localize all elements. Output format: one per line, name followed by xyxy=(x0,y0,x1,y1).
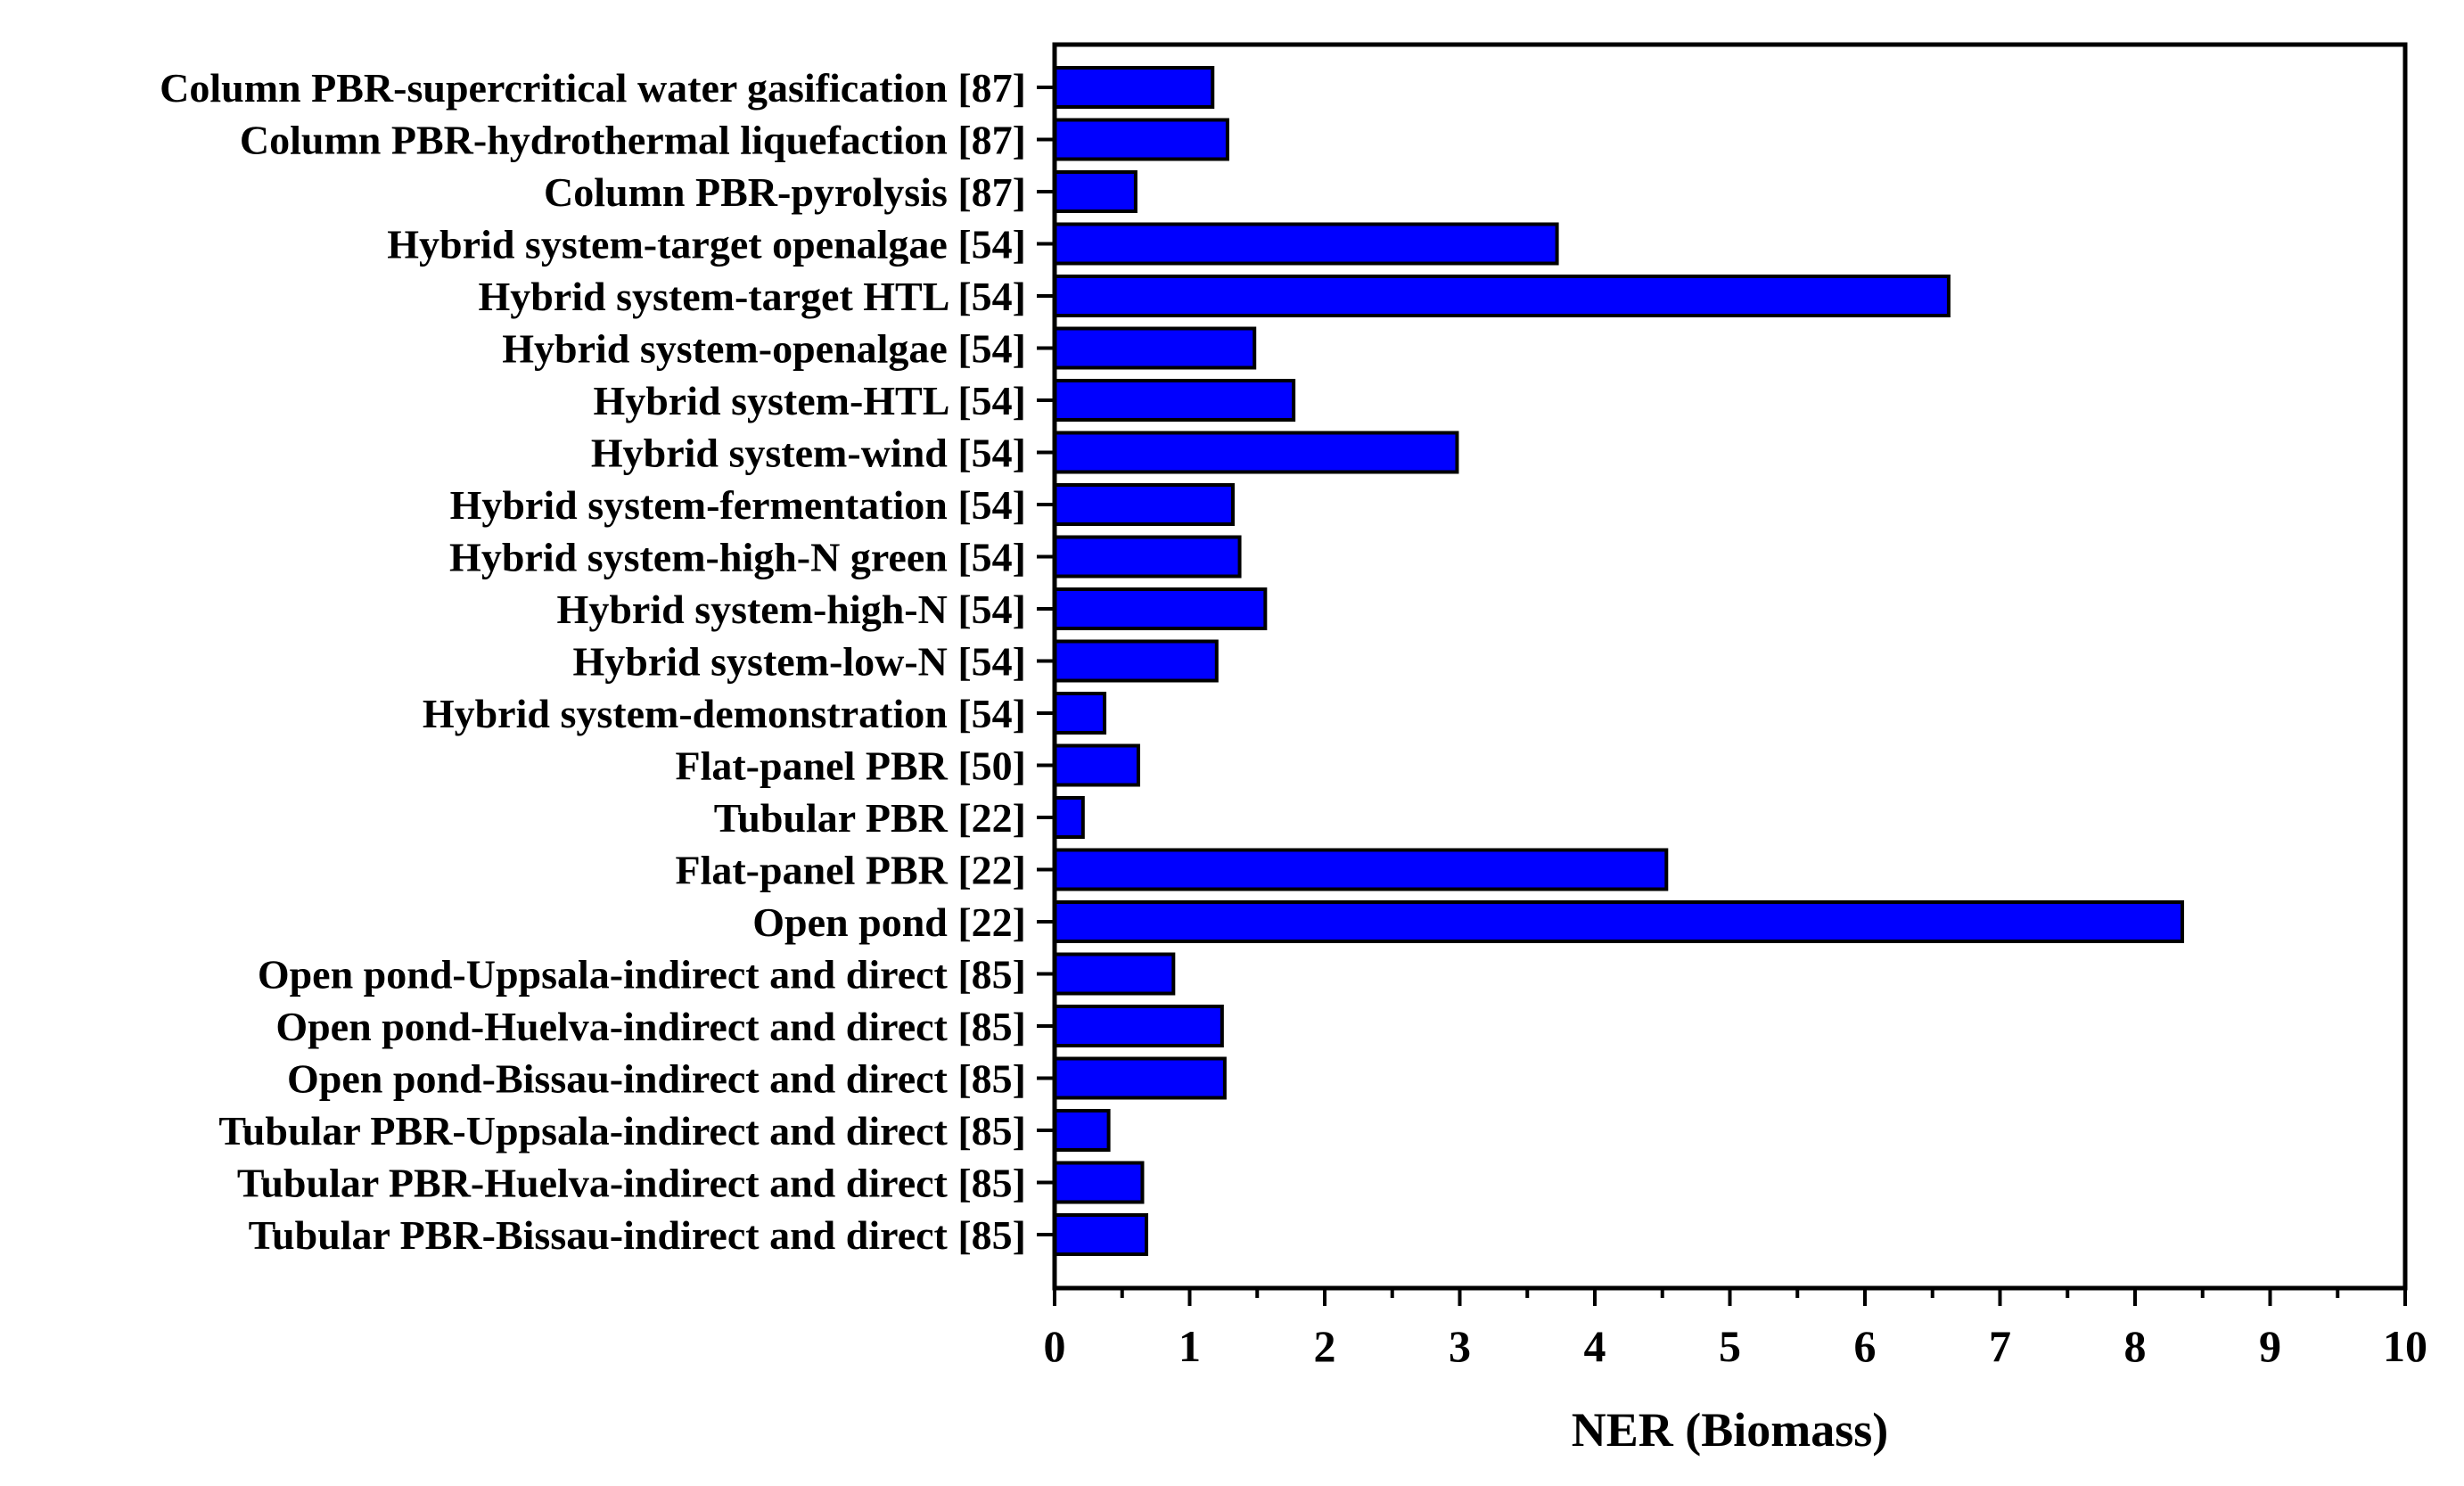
category-label: Hybrid system-wind [54] xyxy=(591,431,1026,476)
bar xyxy=(1053,326,1257,370)
category-label-group: Column PBR-supercritical water gasificat… xyxy=(160,65,1026,1258)
category-label: Hybrid system-low-N [54] xyxy=(573,639,1027,685)
bar xyxy=(1053,483,1235,526)
x-tick-label: 10 xyxy=(2383,1321,2427,1371)
category-label: Column PBR-hydrothermal liquefaction [87… xyxy=(240,118,1026,163)
bar xyxy=(1053,639,1219,683)
x-tick-label-group: 0 1 2 3 4 5 6 7 8 9 10 xyxy=(1044,1321,2428,1371)
category-label: Tubular PBR-Huelva-indirect and direct [… xyxy=(237,1161,1026,1206)
x-tick-group xyxy=(1053,1288,2407,1306)
bar xyxy=(1053,1161,1145,1204)
x-tick-label: 0 xyxy=(1044,1321,1066,1371)
category-label: Tubular PBR [22] xyxy=(714,795,1026,841)
x-tick-label: 1 xyxy=(1179,1321,1201,1371)
x-tick-label: 2 xyxy=(1314,1321,1336,1371)
category-label: Hybrid system-target HTL [54] xyxy=(478,274,1026,319)
x-tick-label: 7 xyxy=(1989,1321,2011,1371)
bar xyxy=(1053,692,1107,735)
bar xyxy=(1053,1056,1227,1100)
x-axis-title: NER (Biomass) xyxy=(1572,1403,1889,1457)
x-tick-label: 4 xyxy=(1584,1321,1606,1371)
category-label: Hybrid system-HTL [54] xyxy=(593,378,1026,423)
category-label: Hybrid system-high-N green [54] xyxy=(449,535,1026,580)
category-label: Flat-panel PBR [50] xyxy=(675,743,1026,789)
bar-group xyxy=(1053,66,2185,1256)
category-label: Open pond [22] xyxy=(752,899,1026,945)
x-tick-label: 9 xyxy=(2259,1321,2281,1371)
bar xyxy=(1053,222,1559,266)
category-label: Column PBR-pyrolysis [87] xyxy=(544,169,1026,215)
category-label: Flat-panel PBR [22] xyxy=(675,848,1026,893)
category-label: Hybrid system-target openalgae [54] xyxy=(387,222,1026,267)
x-tick-label: 3 xyxy=(1449,1321,1471,1371)
bar xyxy=(1053,587,1268,630)
bar xyxy=(1053,66,1215,109)
bar xyxy=(1053,1005,1224,1047)
bar xyxy=(1053,796,1085,839)
category-label: Hybrid system-demonstration [54] xyxy=(423,691,1026,736)
bar xyxy=(1053,431,1459,474)
category-label: Hybrid system-high-N [54] xyxy=(557,587,1026,632)
category-label: Column PBR-supercritical water gasificat… xyxy=(160,65,1026,111)
bar xyxy=(1053,743,1140,787)
plot-frame xyxy=(1052,42,2408,1291)
x-tick-label: 8 xyxy=(2124,1321,2147,1371)
bar xyxy=(1053,118,1229,161)
bar xyxy=(1053,379,1296,422)
category-label: Open pond-Huelva-indirect and direct [85… xyxy=(275,1004,1026,1049)
category-label: Hybrid system-fermentation [54] xyxy=(450,482,1026,528)
y-tick-group xyxy=(1037,86,1055,1236)
category-label: Tubular PBR-Uppsala-indirect and direct … xyxy=(218,1108,1026,1153)
bar xyxy=(1053,170,1138,213)
bar xyxy=(1053,535,1242,579)
bar xyxy=(1053,1213,1149,1256)
category-label: Open pond-Uppsala-indirect and direct [8… xyxy=(258,952,1026,998)
category-label: Open pond-Bissau-indirect and direct [85… xyxy=(287,1056,1026,1102)
category-label: Hybrid system-openalgae [54] xyxy=(502,326,1026,372)
bar xyxy=(1053,275,1951,317)
bar xyxy=(1053,900,2185,943)
bar xyxy=(1053,1109,1111,1152)
bar xyxy=(1053,952,1176,996)
category-label: Tubular PBR-Bissau-indirect and direct [… xyxy=(249,1212,1026,1258)
x-tick-label: 6 xyxy=(1854,1321,1877,1371)
bar xyxy=(1053,848,1669,891)
x-tick-label: 5 xyxy=(1719,1321,1741,1371)
